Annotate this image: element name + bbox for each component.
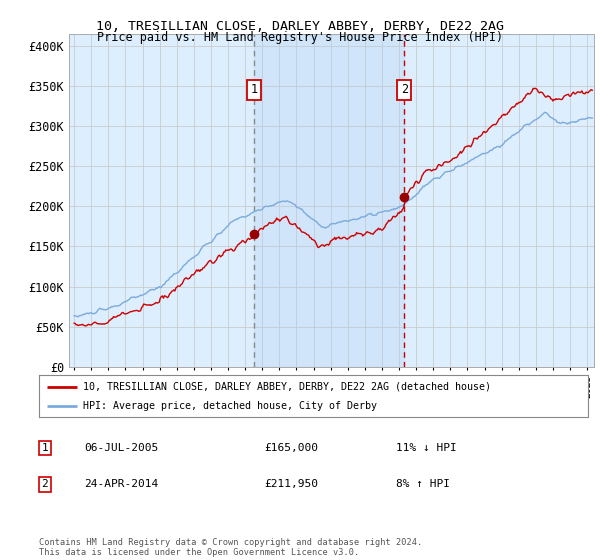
Text: 2: 2 [41,479,49,489]
Text: 8% ↑ HPI: 8% ↑ HPI [396,479,450,489]
Text: 10, TRESILLIAN CLOSE, DARLEY ABBEY, DERBY, DE22 2AG (detached house): 10, TRESILLIAN CLOSE, DARLEY ABBEY, DERB… [83,382,491,392]
Text: HPI: Average price, detached house, City of Derby: HPI: Average price, detached house, City… [83,402,377,411]
Text: Price paid vs. HM Land Registry's House Price Index (HPI): Price paid vs. HM Land Registry's House … [97,31,503,44]
Text: £211,950: £211,950 [264,479,318,489]
Text: Contains HM Land Registry data © Crown copyright and database right 2024.
This d: Contains HM Land Registry data © Crown c… [39,538,422,557]
Text: 06-JUL-2005: 06-JUL-2005 [84,443,158,453]
Text: 1: 1 [41,443,49,453]
Text: £165,000: £165,000 [264,443,318,453]
Text: 10, TRESILLIAN CLOSE, DARLEY ABBEY, DERBY, DE22 2AG: 10, TRESILLIAN CLOSE, DARLEY ABBEY, DERB… [96,20,504,32]
Text: 24-APR-2014: 24-APR-2014 [84,479,158,489]
Text: 11% ↓ HPI: 11% ↓ HPI [396,443,457,453]
Bar [254,34,404,367]
Text: 1: 1 [250,83,257,96]
Text: 2: 2 [401,83,408,96]
